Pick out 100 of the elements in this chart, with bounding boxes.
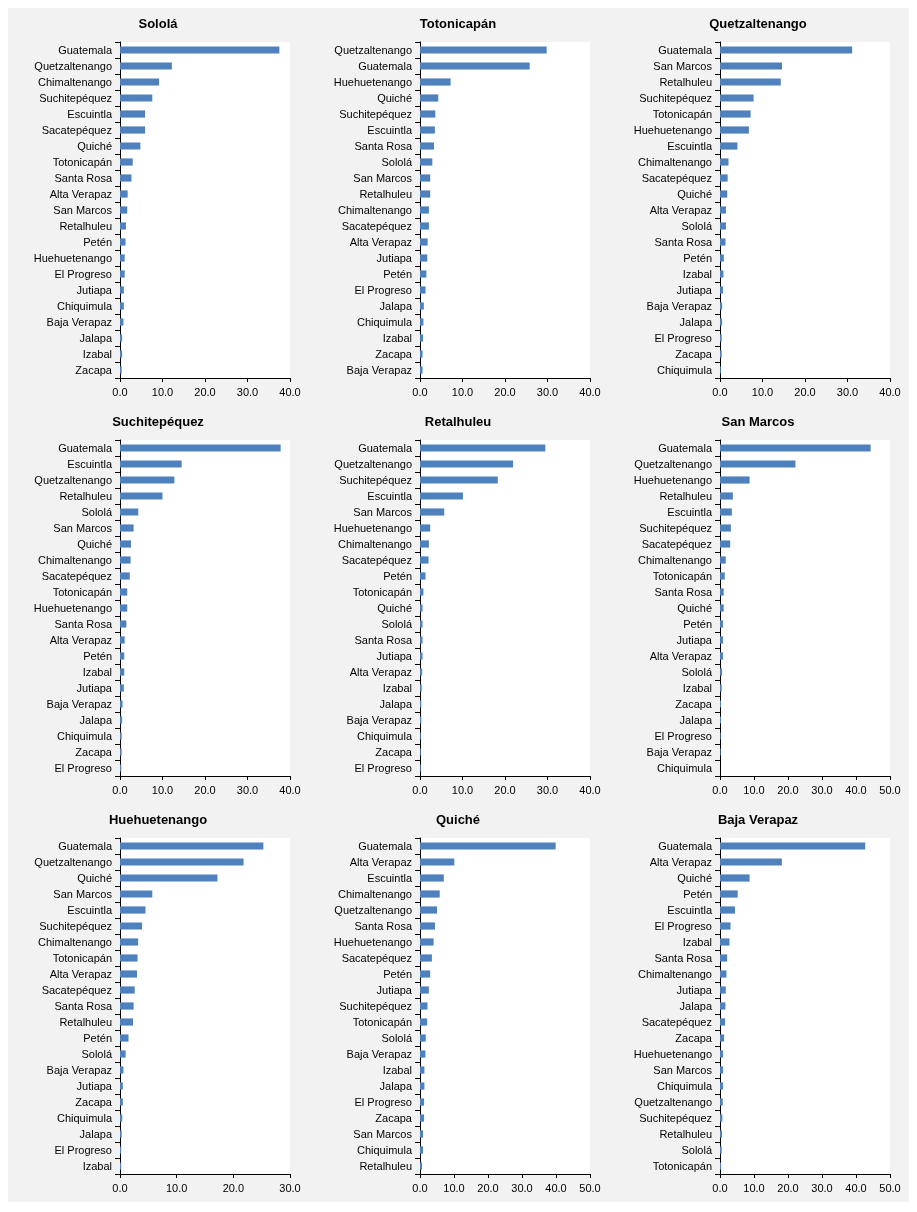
y-tick-label: Suchitepéquez: [639, 92, 712, 104]
y-tick-label: Alta Verapaz: [349, 856, 412, 868]
bar: [120, 668, 125, 676]
bar: [420, 286, 426, 294]
y-tick-label: San Marcos: [53, 204, 113, 216]
y-tick-label: Chimaltenango: [638, 554, 712, 566]
bar: [720, 318, 723, 326]
y-tick-label: Zacapa: [75, 364, 113, 376]
bar: [120, 1002, 134, 1010]
y-tick-label: Alta Verapaz: [349, 666, 412, 678]
bar: [420, 142, 435, 150]
y-tick-label: Totonicapán: [652, 570, 712, 582]
bar: [120, 1050, 126, 1058]
y-tick-label: Jutiapa: [676, 984, 713, 996]
bar: [420, 270, 427, 278]
bar: [120, 1018, 134, 1026]
bar: [420, 190, 431, 198]
bar: [120, 126, 146, 134]
bar: [120, 986, 135, 994]
y-tick-label: Sololá: [681, 666, 713, 678]
bar: [420, 588, 424, 596]
y-tick-label: Zacapa: [675, 1032, 713, 1044]
bar: [120, 716, 123, 724]
y-tick-label: Petén: [683, 888, 712, 900]
y-tick-label: Chiquimula: [356, 316, 413, 328]
x-tick-label: 10.0: [443, 1181, 465, 1194]
y-tick-label: Baja Verapaz: [346, 364, 412, 376]
y-tick-label: Baja Verapaz: [46, 1064, 112, 1076]
bar: [120, 1098, 123, 1106]
x-tick-label: 20.0: [494, 385, 516, 398]
x-tick-label: 20.0: [777, 1181, 799, 1194]
y-tick-label: Huehuetenango: [33, 602, 112, 614]
bar: [120, 444, 281, 452]
y-tick-label: Quetzaltenango: [34, 856, 112, 868]
bar: [720, 1050, 724, 1058]
y-tick-label: Guatemala: [58, 442, 113, 454]
bar: [420, 1114, 425, 1122]
y-tick-label: San Marcos: [53, 888, 113, 900]
x-tick-label: 10.0: [751, 385, 774, 398]
y-tick-label: El Progreso: [354, 762, 412, 774]
bar: [720, 270, 724, 278]
x-tick-label: 40.0: [579, 385, 601, 398]
y-tick-label: Suchitepéquez: [639, 522, 712, 534]
bar: [120, 302, 124, 310]
x-tick-label: 0.0: [712, 1181, 728, 1194]
bar: [120, 874, 218, 882]
bar: [120, 700, 123, 708]
x-tick-label: 30.0: [511, 1181, 533, 1194]
y-tick-label: Alta Verapaz: [649, 856, 712, 868]
y-tick-label: Jutiapa: [76, 1080, 113, 1092]
y-tick-label: Guatemala: [658, 44, 713, 56]
bar: [720, 190, 728, 198]
y-tick-label: Santa Rosa: [54, 1000, 113, 1012]
bar: [720, 1130, 723, 1138]
y-tick-label: Baja Verapaz: [346, 1048, 412, 1060]
y-tick-label: Quetzaltenango: [334, 458, 412, 470]
bar: [720, 94, 754, 102]
bar: [420, 460, 514, 468]
y-tick-label: El Progreso: [54, 1144, 112, 1156]
bar: [720, 492, 733, 500]
bar: [420, 652, 423, 660]
bar: [420, 540, 429, 548]
bar: [420, 1146, 424, 1154]
x-tick-label: 40.0: [845, 783, 867, 796]
y-tick-label: Sacatepéquez: [41, 570, 112, 582]
y-tick-label: Guatemala: [58, 840, 113, 852]
x-tick-label: 30.0: [279, 1181, 301, 1194]
x-tick-label: 50.0: [879, 1181, 901, 1194]
y-tick-label: Quiché: [677, 188, 712, 200]
y-tick-label: Sacatepéquez: [41, 984, 112, 996]
y-tick-label: Huehuetenango: [33, 252, 112, 264]
bar: [120, 62, 172, 70]
y-tick-label: Zacapa: [375, 1112, 413, 1124]
bar: [420, 46, 547, 54]
x-tick-label: 30.0: [236, 783, 259, 796]
x-tick-label: 10.0: [151, 385, 174, 398]
y-tick-label: Izabal: [82, 666, 112, 678]
bar: [420, 126, 435, 134]
y-tick-label: San Marcos: [53, 522, 113, 534]
bar: [420, 94, 439, 102]
bar: [420, 508, 445, 516]
y-tick-label: Santa Rosa: [354, 920, 413, 932]
y-tick-label: Chimaltenango: [338, 538, 412, 550]
y-tick-label: Retalhuleu: [59, 220, 112, 232]
y-tick-label: Retalhuleu: [659, 490, 712, 502]
y-tick-label: Escuintla: [67, 108, 113, 120]
bar: [120, 238, 126, 246]
y-tick-label: Jalapa: [679, 714, 713, 726]
bar: [120, 684, 124, 692]
chart-title: Quetzaltenango: [709, 16, 807, 31]
x-tick-label: 40.0: [879, 385, 901, 398]
bar: [420, 1018, 428, 1026]
y-tick-label: Quiché: [77, 872, 112, 884]
y-tick-label: Chiquimula: [56, 300, 113, 312]
y-tick-label: Totonicapán: [652, 108, 712, 120]
y-tick-label: Suchitepéquez: [39, 920, 112, 932]
x-tick-label: 0.0: [412, 783, 428, 796]
y-tick-label: El Progreso: [654, 332, 712, 344]
y-tick-label: Sacatepéquez: [641, 538, 712, 550]
x-tick-label: 20.0: [477, 1181, 499, 1194]
